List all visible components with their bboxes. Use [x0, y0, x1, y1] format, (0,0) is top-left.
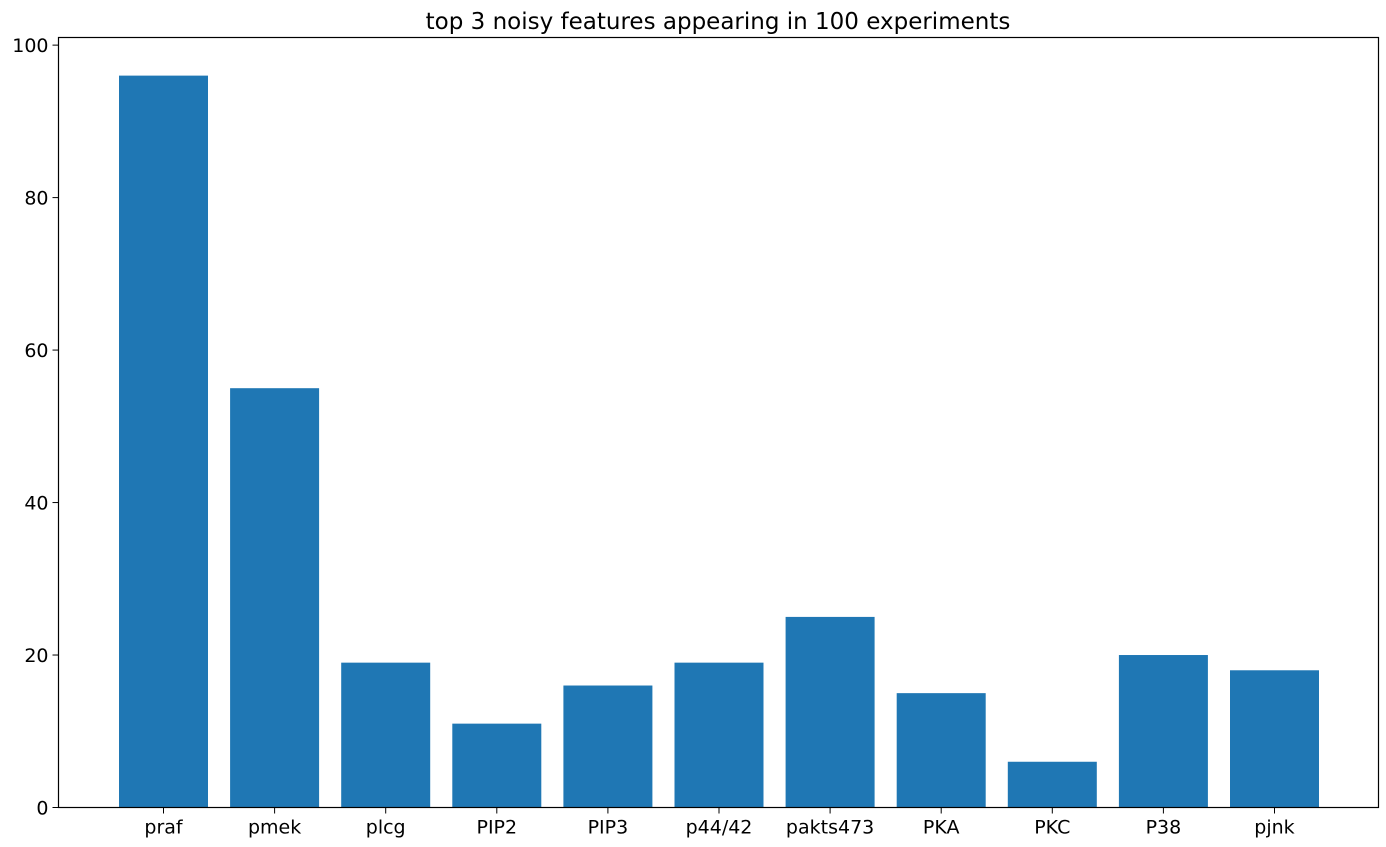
y-tick-label: 40	[24, 493, 48, 515]
bar-plcg	[341, 662, 431, 808]
x-tick-label: PIP2	[476, 817, 517, 839]
bar-PIP3	[563, 685, 653, 808]
x-tick-label: plcg	[366, 817, 406, 839]
y-tick-label: 60	[24, 340, 48, 362]
chart-title: top 3 noisy features appearing in 100 ex…	[426, 9, 1011, 35]
y-tick-label: 80	[24, 188, 48, 210]
bar-P38	[1118, 655, 1208, 808]
y-tick-label: 0	[36, 798, 48, 820]
bar-p44/42	[674, 662, 764, 808]
bar-pmek	[230, 388, 320, 808]
y-tick-label: 100	[12, 35, 48, 57]
x-tick-label: pakts473	[786, 817, 874, 839]
bar-PKA	[896, 693, 986, 808]
bar-praf	[119, 75, 208, 808]
bars-layer	[119, 75, 1319, 808]
x-tick-label: praf	[144, 817, 184, 839]
x-tick-label: pmek	[248, 817, 301, 839]
bar-PKC	[1007, 761, 1097, 808]
x-tick-label: PKA	[923, 817, 960, 839]
x-tick-label: PKC	[1034, 817, 1070, 839]
bar-PIP2	[452, 723, 542, 808]
x-tick-label: p44/42	[686, 817, 753, 839]
bar-pakts473	[785, 616, 875, 808]
x-tick-label: pjnk	[1254, 817, 1294, 839]
y-tick-label: 20	[24, 645, 48, 667]
y-axis-ticks: 0 20 40 60 80 100	[12, 35, 59, 820]
bar-pjnk	[1230, 670, 1319, 808]
x-axis-ticks: praf pmek plcg PIP2 PIP3 p44/42 pakts473 PKA PKC…	[144, 807, 1295, 839]
x-tick-label: P38	[1146, 817, 1182, 839]
x-tick-label: PIP3	[588, 817, 629, 839]
